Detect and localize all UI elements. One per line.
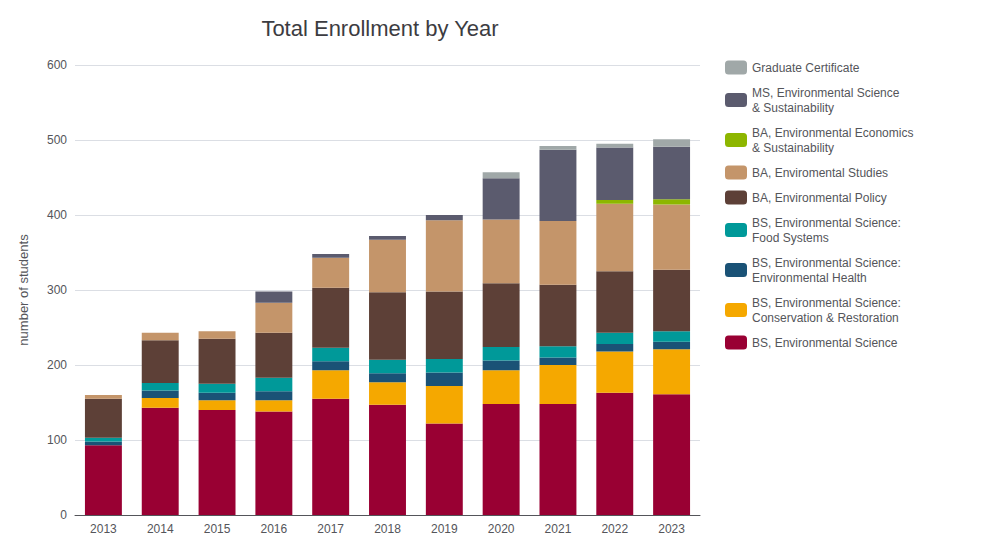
svg-text:2015: 2015 [204,522,231,536]
svg-text:BA, Environmental Policy: BA, Environmental Policy [752,191,887,205]
svg-text:BA, Environmental Economics: BA, Environmental Economics [752,126,913,140]
svg-text:300: 300 [47,283,67,297]
svg-text:500: 500 [47,133,67,147]
svg-text:0: 0 [60,508,67,522]
svg-text:Conservation & Restoration: Conservation & Restoration [752,311,899,325]
svg-text:100: 100 [47,433,67,447]
svg-text:& Sustainability: & Sustainability [752,141,834,155]
svg-text:BS, Environmental Science:: BS, Environmental Science: [752,216,901,230]
svg-text:2023: 2023 [658,522,685,536]
svg-text:2014: 2014 [147,522,174,536]
svg-text:2022: 2022 [601,522,628,536]
svg-text:400: 400 [47,208,67,222]
svg-text:2017: 2017 [317,522,344,536]
svg-text:200: 200 [47,358,67,372]
svg-text:2013: 2013 [90,522,117,536]
svg-text:2016: 2016 [261,522,288,536]
svg-text:2018: 2018 [374,522,401,536]
svg-text:2019: 2019 [431,522,458,536]
svg-text:BS, Environmental Science: BS, Environmental Science [752,336,898,350]
svg-text:600: 600 [47,58,67,72]
svg-text:BS, Environmental Science:: BS, Environmental Science: [752,296,901,310]
svg-text:BA, Enviromental Studies: BA, Enviromental Studies [752,166,888,180]
svg-text:2020: 2020 [488,522,515,536]
svg-text:Graduate Certificate: Graduate Certificate [752,61,860,75]
svg-text:number of students: number of students [16,234,31,346]
svg-text:Food Systems: Food Systems [752,231,829,245]
svg-text:& Sustainability: & Sustainability [752,101,834,115]
svg-text:Total Enrollment by Year: Total Enrollment by Year [261,16,498,41]
svg-text:2021: 2021 [545,522,572,536]
svg-text:Environmental Health: Environmental Health [752,271,867,285]
svg-text:BS, Environmental Science:: BS, Environmental Science: [752,256,901,270]
svg-text:MS, Environmental Science: MS, Environmental Science [752,86,900,100]
